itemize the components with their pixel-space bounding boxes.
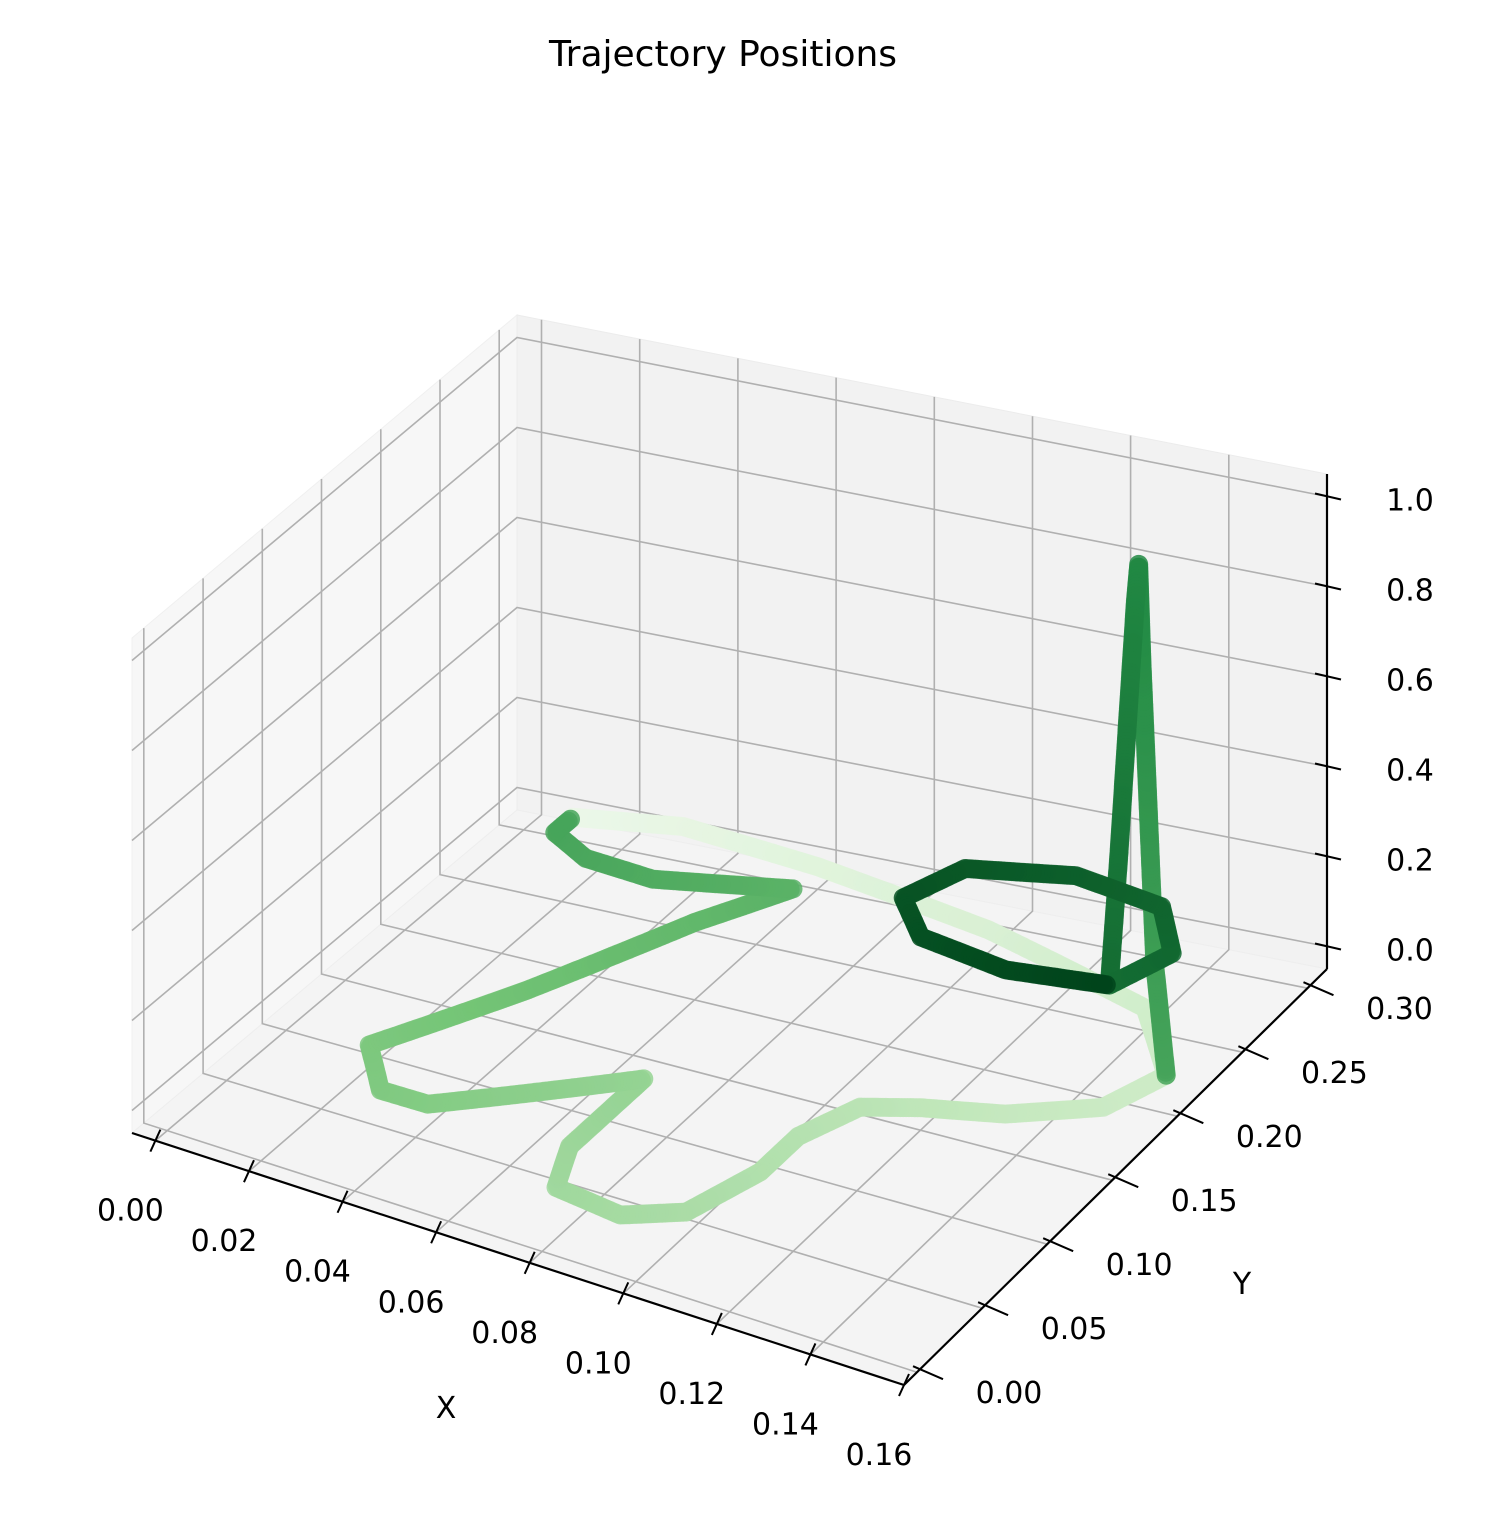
grid-line-z — [131, 786, 1328, 1112]
grid-line-z — [131, 516, 1328, 842]
z-tick-mark — [1314, 942, 1342, 951]
x-tick-mark — [523, 1251, 536, 1275]
y-tick-mark — [1042, 1237, 1074, 1253]
grid-line-y — [498, 329, 1308, 989]
chart-title: Trajectory Positions — [548, 34, 897, 75]
trajectory-point — [1096, 975, 1116, 995]
z-tick-mark — [1314, 852, 1342, 861]
z-tick-mark — [1314, 672, 1342, 681]
axis-lines — [131, 474, 1342, 1397]
z-tick-label: 0.6 — [1386, 664, 1434, 699]
grid-line-x — [154, 319, 543, 1142]
x-tick-label: 0.00 — [97, 1194, 164, 1229]
x-tick-label: 0.06 — [378, 1285, 445, 1320]
grid-line-y — [143, 628, 918, 1373]
y-tick-mark — [912, 1365, 944, 1381]
z-tick-label: 0.4 — [1386, 754, 1434, 789]
grid-line-y — [202, 578, 983, 1309]
x-axis-label: X — [436, 1391, 457, 1426]
y-tick-mark — [977, 1301, 1009, 1317]
x-tick-label: 0.08 — [471, 1316, 538, 1351]
grid-line-y — [261, 528, 1048, 1245]
x-tick-mark — [149, 1129, 162, 1153]
x-tick-mark — [617, 1281, 630, 1305]
grid-line-z — [131, 606, 1328, 932]
y-tick-mark — [1172, 1109, 1204, 1125]
z-tick-label: 0.2 — [1386, 844, 1434, 879]
x-tick-mark — [898, 1373, 910, 1397]
x-tick-label: 0.12 — [658, 1377, 725, 1412]
y-tick-label: 0.30 — [1366, 992, 1433, 1027]
x-tick-label: 0.02 — [191, 1224, 258, 1259]
x-axis-line — [131, 1131, 905, 1387]
x-tick-mark — [336, 1190, 349, 1214]
grid-line-x — [809, 454, 1230, 1356]
grid-line-y — [439, 379, 1243, 1053]
z-tick-label: 0.8 — [1386, 574, 1434, 609]
z-tick-label: 1.0 — [1386, 484, 1434, 519]
grid-line-z — [131, 426, 1328, 752]
y-tick-label: 0.00 — [976, 1376, 1043, 1411]
grid-line-y — [379, 429, 1178, 1117]
z-tick-mark — [1314, 582, 1342, 591]
y-tick-label: 0.05 — [1041, 1312, 1108, 1347]
x-tick-label: 0.16 — [846, 1438, 913, 1473]
y-tick-label: 0.10 — [1106, 1248, 1173, 1283]
z-tick-mark — [1314, 762, 1342, 771]
x-tick-label: 0.04 — [284, 1255, 351, 1290]
z-tick-mark — [1314, 492, 1342, 501]
y-tick-mark — [1107, 1173, 1139, 1189]
y-tick-label: 0.25 — [1301, 1056, 1368, 1091]
y-axis-label: Y — [1232, 1267, 1252, 1302]
x-tick-mark — [710, 1312, 723, 1336]
x-tick-mark — [243, 1159, 255, 1183]
trajectory-points — [359, 554, 1182, 1225]
grid-line-x — [341, 358, 739, 1203]
y-tick-label: 0.15 — [1171, 1184, 1238, 1219]
y-tick-mark — [1303, 981, 1334, 997]
x-tick-mark — [804, 1343, 817, 1366]
x-tick-label: 0.14 — [752, 1408, 819, 1443]
y-tick-mark — [1238, 1045, 1269, 1061]
grid-line-z — [131, 336, 1328, 662]
tick-labels: 0.000.020.040.060.080.100.120.140.160.00… — [97, 484, 1434, 1474]
trajectory-point — [561, 809, 580, 829]
x-tick-mark — [430, 1220, 443, 1244]
y-tick-label: 0.20 — [1236, 1120, 1303, 1155]
x-tick-label: 0.10 — [565, 1346, 632, 1381]
grid-line-z — [131, 696, 1328, 1022]
z-tick-label: 0.0 — [1386, 934, 1434, 969]
